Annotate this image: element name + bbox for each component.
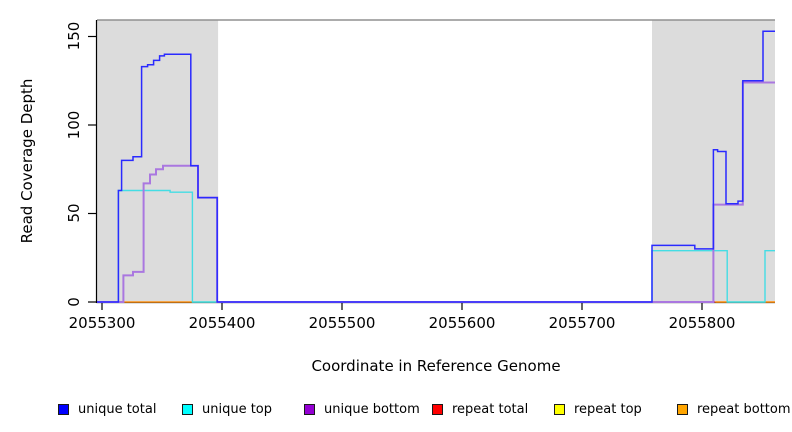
- shaded-region: [97, 20, 219, 302]
- y-tick-label: 50: [65, 203, 83, 224]
- series-line-unique-bottom: [97, 81, 775, 303]
- y-axis-title: Read Coverage Depth: [18, 78, 36, 244]
- series-line-unique-total: [97, 30, 775, 303]
- y-tick-label: 0: [65, 297, 83, 307]
- y-tick-label: 150: [65, 22, 83, 51]
- x-tick-label: 2055400: [188, 314, 256, 332]
- x-tick-label: 2055800: [668, 314, 736, 332]
- x-tick-label: 2055700: [548, 314, 616, 332]
- y-tick-label: 100: [65, 110, 83, 140]
- x-tick-label: 2055300: [68, 314, 136, 332]
- x-tick-label: 2055500: [308, 314, 376, 332]
- x-tick-label: 2055600: [428, 314, 496, 332]
- x-axis-title: Coordinate in Reference Genome: [311, 357, 561, 375]
